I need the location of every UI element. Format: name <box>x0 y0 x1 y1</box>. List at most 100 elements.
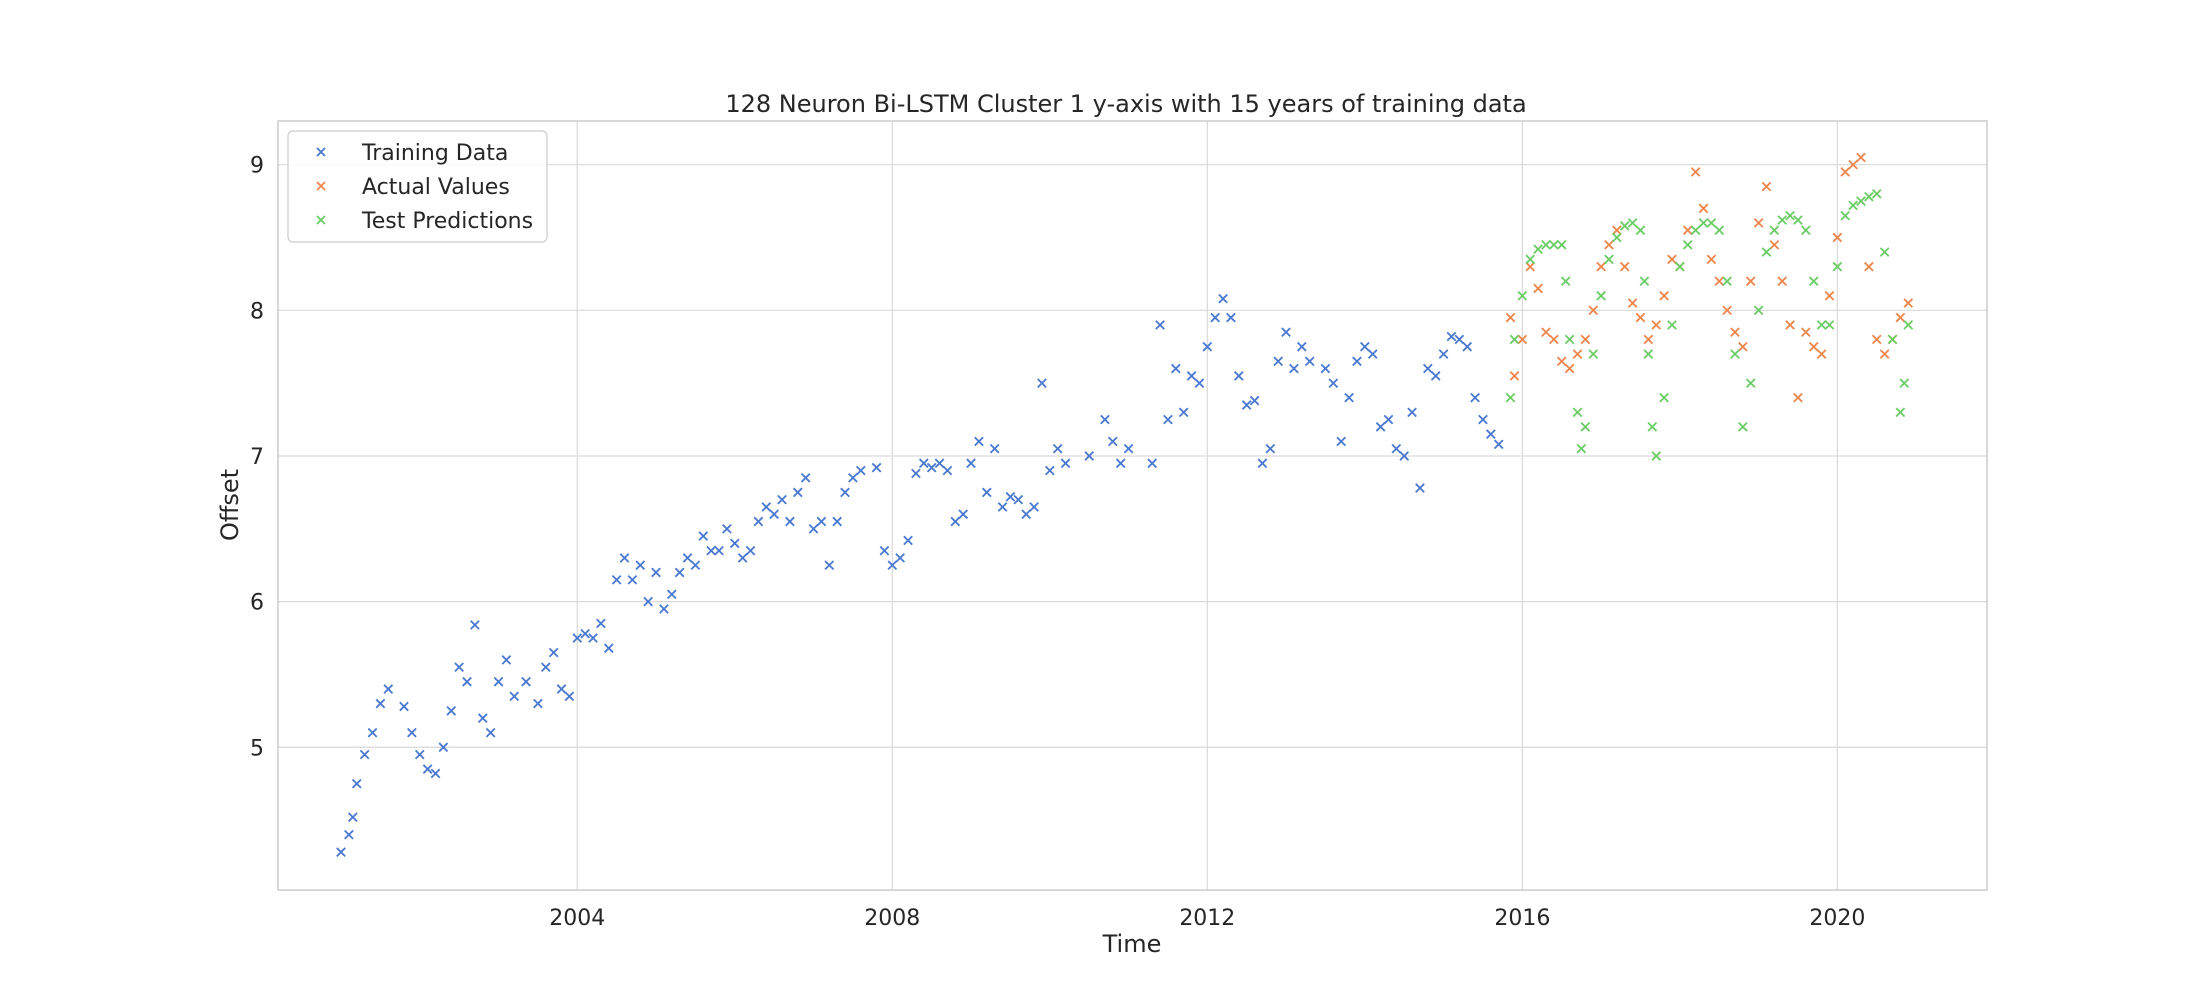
data-point <box>1367 349 1378 359</box>
data-point <box>1596 290 1606 301</box>
data-point <box>1517 290 1528 301</box>
data-point <box>375 698 386 709</box>
data-point <box>651 567 661 578</box>
data-point <box>1407 407 1417 418</box>
series-test-predictions <box>1505 188 1914 461</box>
data-point <box>1871 334 1882 345</box>
data-point <box>1848 200 1858 211</box>
data-point <box>753 516 764 527</box>
data-point <box>981 487 992 498</box>
data-point <box>1840 210 1851 221</box>
data-point <box>619 553 630 563</box>
data-point <box>1816 349 1827 359</box>
data-point <box>1856 196 1866 206</box>
data-point <box>1698 218 1709 228</box>
data-point <box>477 713 488 723</box>
data-point <box>792 487 803 498</box>
data-point <box>1352 356 1362 367</box>
data-point <box>1903 320 1914 330</box>
data-point <box>359 749 370 760</box>
data-point <box>934 458 945 469</box>
data-point <box>572 633 583 643</box>
data-point <box>383 684 394 694</box>
data-point <box>1777 215 1788 225</box>
data-point <box>485 727 496 738</box>
data-point <box>1115 458 1126 469</box>
data-point <box>1580 334 1591 345</box>
y-axis-label: Offset <box>216 469 244 541</box>
data-point <box>1572 349 1583 359</box>
data-point <box>438 742 449 753</box>
data-point <box>1832 261 1843 272</box>
data-point <box>997 502 1008 512</box>
data-point <box>714 545 724 556</box>
legend-marker <box>316 215 326 225</box>
legend-box <box>287 130 548 243</box>
data-point <box>690 560 701 571</box>
data-point <box>1344 392 1354 403</box>
data-point <box>1052 443 1063 454</box>
data-point <box>399 701 409 712</box>
data-point <box>903 535 913 546</box>
data-point <box>1824 320 1835 330</box>
x-tick-label: 2016 <box>1494 906 1550 931</box>
data-point <box>1738 422 1748 432</box>
data-point <box>1289 363 1299 374</box>
data-point <box>918 458 929 469</box>
data-point <box>800 472 811 483</box>
data-point <box>1218 293 1228 304</box>
legend-label: Test Predictions <box>361 209 533 234</box>
data-point <box>1549 334 1559 345</box>
data-point <box>1257 458 1268 469</box>
data-point <box>603 643 614 654</box>
data-point <box>1612 232 1622 243</box>
legend: Training Data Actual Values Test Predictio… <box>287 130 548 243</box>
data-point <box>1533 244 1543 255</box>
y-tick-label: 6 <box>250 591 264 616</box>
data-point <box>1060 458 1071 469</box>
data-point <box>785 516 795 527</box>
data-point <box>1730 327 1740 338</box>
data-point <box>1470 392 1480 403</box>
data-point <box>1486 429 1496 439</box>
data-point <box>1084 451 1095 461</box>
data-point <box>414 749 425 760</box>
data-point <box>1163 414 1173 425</box>
data-point <box>1541 239 1551 250</box>
data-point <box>926 462 937 473</box>
x-tick-label: 2020 <box>1809 906 1865 931</box>
data-point <box>674 567 685 578</box>
data-point <box>1848 159 1858 170</box>
data-point <box>1840 167 1851 177</box>
data-point <box>706 545 716 556</box>
data-point <box>1549 239 1559 250</box>
data-point <box>1769 225 1780 236</box>
data-point <box>1808 276 1819 287</box>
data-point <box>344 829 354 840</box>
data-point <box>533 698 543 709</box>
data-point <box>1698 203 1709 214</box>
data-point <box>1281 327 1291 338</box>
data-point <box>367 727 378 738</box>
data-point <box>1761 247 1772 257</box>
data-point <box>430 768 441 779</box>
data-point <box>1430 371 1441 381</box>
data-point <box>737 553 748 563</box>
data-point <box>1170 363 1181 374</box>
data-point <box>1509 334 1520 345</box>
data-point <box>1415 483 1425 493</box>
data-point <box>1761 181 1772 192</box>
data-point <box>1273 356 1284 367</box>
data-point <box>556 684 567 694</box>
data-point <box>1659 290 1669 301</box>
data-point <box>1824 290 1835 301</box>
data-point <box>1580 422 1591 432</box>
data-point <box>1304 356 1315 367</box>
data-point <box>1682 225 1693 236</box>
data-point <box>966 458 976 469</box>
data-points <box>336 152 1914 857</box>
data-point <box>1769 239 1780 250</box>
data-point <box>1560 276 1571 287</box>
data-point <box>1639 276 1650 287</box>
data-point <box>1037 378 1047 388</box>
